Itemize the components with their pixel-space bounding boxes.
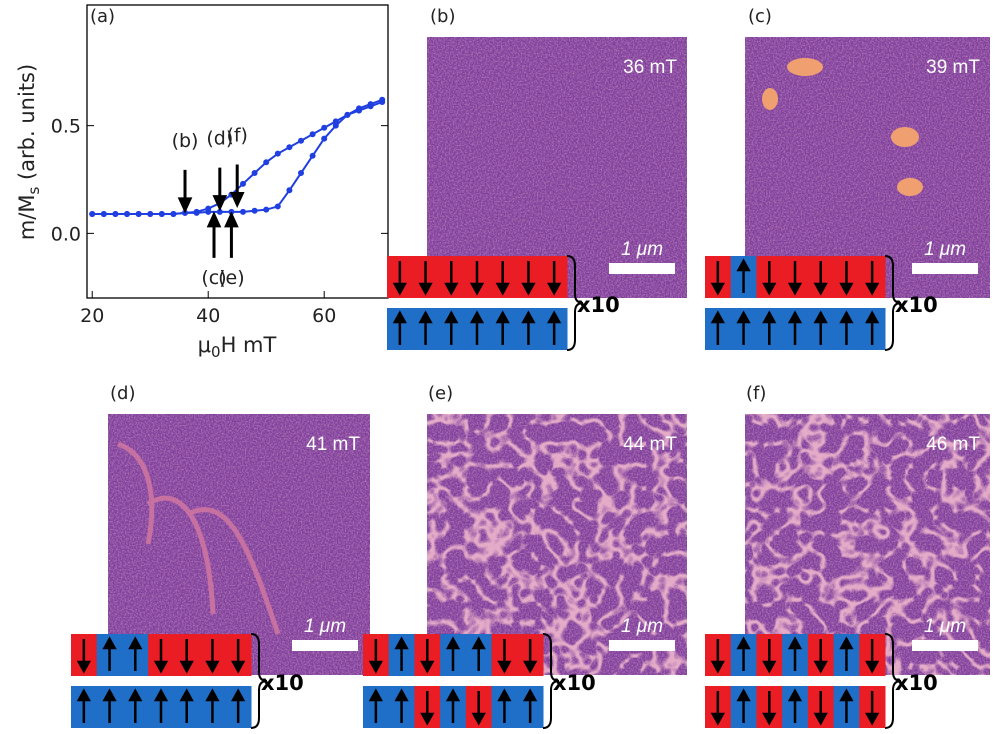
- data-point: [298, 138, 304, 144]
- x-axis-label-part: μ: [198, 333, 211, 357]
- data-point: [379, 97, 385, 103]
- panel-label: (e): [428, 383, 453, 404]
- field-label: 46 mT: [926, 434, 980, 455]
- field-label: 44 mT: [623, 434, 677, 455]
- data-point: [310, 153, 316, 159]
- data-point: [240, 209, 246, 215]
- domain-blob: [762, 88, 778, 110]
- scale-bar: [609, 640, 675, 651]
- data-point: [170, 211, 176, 217]
- x-tick-label: 20: [80, 305, 104, 327]
- scale-label: 1 μm: [621, 239, 663, 260]
- multiplier: x10: [577, 293, 620, 317]
- data-point: [310, 131, 316, 137]
- domain-blob: [897, 178, 923, 196]
- scale-bar: [912, 263, 978, 274]
- annotation-label: (e): [218, 267, 245, 289]
- multiplier: x10: [895, 671, 938, 695]
- panel-label: (b): [430, 6, 455, 27]
- data-point: [101, 211, 107, 217]
- data-point: [136, 211, 142, 217]
- arrow: [180, 170, 190, 210]
- field-label: 41 mT: [306, 434, 360, 455]
- figure: (a) 20 40 60 0.0 0.5 μ0H mT m/Ms (arb. units) (b…: [0, 0, 995, 730]
- y-axis-label: m/Ms (arb. units): [15, 64, 43, 240]
- data-point: [112, 211, 118, 217]
- x-axis-label-part: 0: [211, 343, 221, 361]
- data-point: [252, 170, 258, 176]
- arrow: [226, 215, 236, 258]
- data-point: [275, 151, 281, 157]
- panel-label: (a): [90, 6, 115, 27]
- data-point: [321, 125, 327, 131]
- data-point: [263, 159, 269, 165]
- data-point: [194, 209, 200, 215]
- data-point: [89, 211, 95, 217]
- x-tick-label: 40: [196, 305, 220, 327]
- data-point: [321, 136, 327, 142]
- plot-frame: [87, 5, 388, 298]
- panel-label: (f): [746, 383, 766, 404]
- y-axis-label-part: (arb. units): [15, 64, 39, 187]
- data-point: [286, 144, 292, 150]
- data-point: [205, 206, 211, 212]
- data-point: [147, 211, 153, 217]
- scale-bar: [292, 640, 358, 651]
- data-point: [263, 207, 269, 213]
- x-axis-label-part: H mT: [221, 333, 277, 357]
- data-point: [252, 208, 258, 214]
- data-point: [275, 203, 281, 209]
- y-axis-label-part: s: [25, 187, 43, 195]
- annotation-label: (b): [172, 130, 199, 152]
- field-label: 39 mT: [926, 57, 980, 78]
- scale-bar: [912, 640, 978, 651]
- arrow: [209, 215, 219, 258]
- data-point: [159, 211, 165, 217]
- domain-blob: [891, 127, 919, 147]
- data-point: [240, 181, 246, 187]
- domain-blob: [787, 58, 823, 76]
- x-axis-label: μ0H mT: [198, 333, 277, 361]
- data-point: [356, 105, 362, 111]
- data-point: [286, 187, 292, 193]
- panel-label: (c): [748, 6, 772, 27]
- y-axis-label-part: m/M: [15, 195, 39, 241]
- scale-label: 1 μm: [924, 239, 966, 260]
- data-point: [298, 170, 304, 176]
- data-point: [344, 112, 350, 118]
- data-point: [333, 118, 339, 124]
- annotation-label: (f): [226, 124, 248, 146]
- multiplier: x10: [261, 671, 304, 695]
- panel-label: (d): [110, 383, 135, 404]
- scale-label: 1 μm: [621, 616, 663, 637]
- y-tick-label: 0.0: [51, 223, 81, 245]
- scale-label: 1 μm: [924, 616, 966, 637]
- multiplier: x10: [553, 671, 596, 695]
- multiplier: x10: [895, 293, 938, 317]
- field-label: 36 mT: [623, 57, 677, 78]
- x-tick-label: 60: [312, 305, 336, 327]
- scale-label: 1 μm: [304, 616, 346, 637]
- data-point: [368, 101, 374, 107]
- data-point: [124, 211, 130, 217]
- y-tick-label: 0.5: [51, 116, 81, 138]
- scale-bar: [609, 263, 675, 274]
- arrow: [215, 168, 225, 208]
